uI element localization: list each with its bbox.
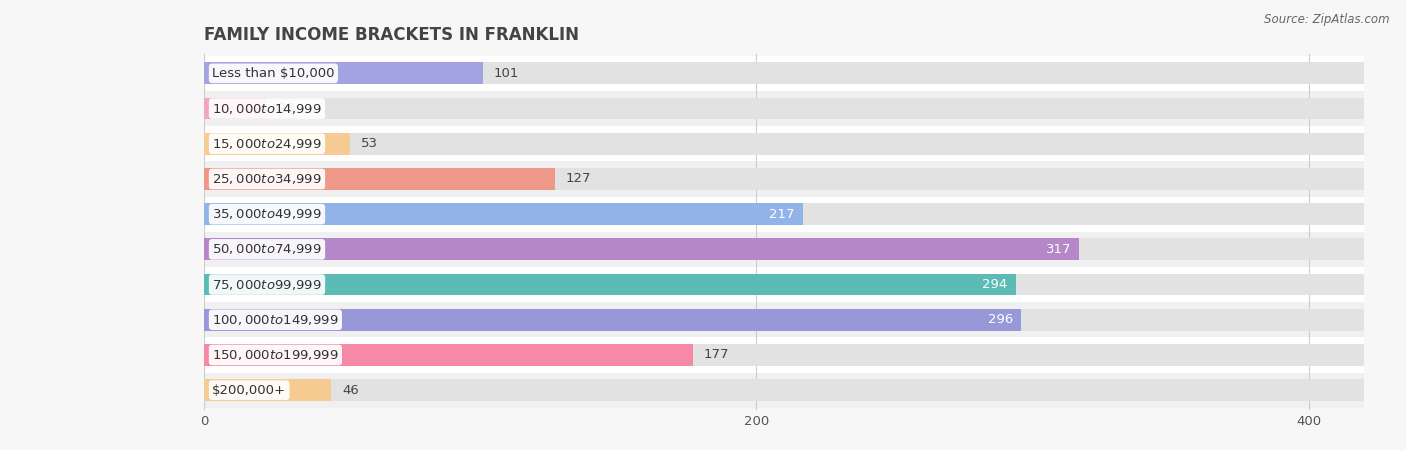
Text: 46: 46: [342, 384, 359, 396]
Bar: [204, 302, 1364, 338]
Bar: [204, 126, 1364, 162]
Text: Less than $10,000: Less than $10,000: [212, 67, 335, 80]
Bar: [204, 344, 1364, 366]
Bar: [204, 98, 1364, 119]
Bar: [204, 63, 482, 84]
Bar: [204, 309, 1021, 331]
Bar: [204, 203, 803, 225]
Bar: [204, 56, 1364, 91]
Text: $10,000 to $14,999: $10,000 to $14,999: [212, 102, 322, 116]
Bar: [204, 238, 1364, 260]
Bar: [204, 133, 350, 155]
Bar: [204, 63, 1364, 84]
Bar: [204, 162, 1364, 197]
Bar: [204, 267, 1364, 302]
Bar: [204, 379, 1364, 401]
Bar: [204, 197, 1364, 232]
Text: $75,000 to $99,999: $75,000 to $99,999: [212, 278, 322, 292]
Bar: [204, 232, 1364, 267]
Text: $200,000+: $200,000+: [212, 384, 287, 396]
Text: 217: 217: [769, 207, 794, 220]
Text: $150,000 to $199,999: $150,000 to $199,999: [212, 348, 339, 362]
Text: 101: 101: [494, 67, 519, 80]
Bar: [204, 91, 1364, 126]
Bar: [204, 133, 1364, 155]
Text: $25,000 to $34,999: $25,000 to $34,999: [212, 172, 322, 186]
Bar: [204, 274, 1017, 296]
Text: 177: 177: [704, 348, 730, 361]
Bar: [204, 238, 1080, 260]
Text: 294: 294: [983, 278, 1008, 291]
Text: Source: ZipAtlas.com: Source: ZipAtlas.com: [1264, 14, 1389, 27]
Bar: [204, 168, 554, 190]
Text: $50,000 to $74,999: $50,000 to $74,999: [212, 243, 322, 256]
Bar: [204, 274, 1364, 296]
Bar: [204, 379, 330, 401]
Text: FAMILY INCOME BRACKETS IN FRANKLIN: FAMILY INCOME BRACKETS IN FRANKLIN: [204, 26, 579, 44]
Text: 23: 23: [278, 102, 295, 115]
Bar: [204, 344, 693, 366]
Bar: [204, 373, 1364, 408]
Text: 296: 296: [988, 313, 1014, 326]
Bar: [204, 203, 1364, 225]
Text: 317: 317: [1046, 243, 1071, 256]
Bar: [204, 309, 1364, 331]
Text: 127: 127: [565, 172, 591, 185]
Text: $100,000 to $149,999: $100,000 to $149,999: [212, 313, 339, 327]
Bar: [204, 98, 267, 119]
Bar: [204, 168, 1364, 190]
Text: $15,000 to $24,999: $15,000 to $24,999: [212, 137, 322, 151]
Text: $35,000 to $49,999: $35,000 to $49,999: [212, 207, 322, 221]
Text: 53: 53: [361, 137, 378, 150]
Bar: [204, 338, 1364, 373]
